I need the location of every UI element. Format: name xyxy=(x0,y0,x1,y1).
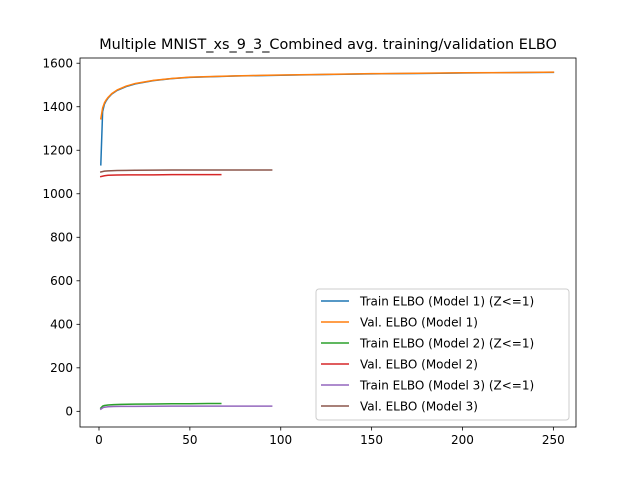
y-tick-label: 1400 xyxy=(42,100,73,114)
x-tick-label: 0 xyxy=(95,433,103,447)
legend-box xyxy=(315,288,570,421)
series-layer xyxy=(99,71,555,411)
y-tick-label: 800 xyxy=(50,231,73,245)
x-tick-label: 100 xyxy=(269,433,292,447)
series-line-4 xyxy=(99,173,222,178)
chart-title: Multiple MNIST_xs_9_3_Combined avg. trai… xyxy=(99,37,557,53)
x-tick-label: 200 xyxy=(451,433,474,447)
x-tick-label: 50 xyxy=(182,433,197,447)
y-tick-label: 1600 xyxy=(42,57,73,71)
series-line-5 xyxy=(99,405,273,411)
legend-label-5: Train ELBO (Model 3) (Z<=1) xyxy=(359,378,534,392)
legend-label-6: Val. ELBO (Model 3) xyxy=(360,399,478,413)
series-line-3 xyxy=(99,402,222,410)
legend-label-2: Val. ELBO (Model 1) xyxy=(360,315,478,329)
y-tick-label: 200 xyxy=(50,361,73,375)
legend-label-3: Train ELBO (Model 2) (Z<=1) xyxy=(359,336,534,350)
y-tick-label: 0 xyxy=(65,405,73,419)
y-tick-label: 400 xyxy=(50,318,73,332)
legend: Train ELBO (Model 1) (Z<=1) Val. ELBO (Mo… xyxy=(315,288,570,421)
legend-label-4: Val. ELBO (Model 2) xyxy=(360,357,478,371)
y-tick-label: 1200 xyxy=(42,144,73,158)
series-line-6 xyxy=(99,169,273,173)
series-line-2 xyxy=(99,71,555,120)
plot-frame xyxy=(79,57,577,428)
y-tick-label: 1000 xyxy=(42,187,73,201)
y-tick-label: 600 xyxy=(50,274,73,288)
x-tick-label: 250 xyxy=(542,433,565,447)
legend-label-1: Train ELBO (Model 1) (Z<=1) xyxy=(359,294,534,308)
x-tick-label: 150 xyxy=(360,433,383,447)
axes-layer: 0 50 100 150 200 250 0 200 400 600 800 1000 1200 1400… xyxy=(42,57,577,447)
